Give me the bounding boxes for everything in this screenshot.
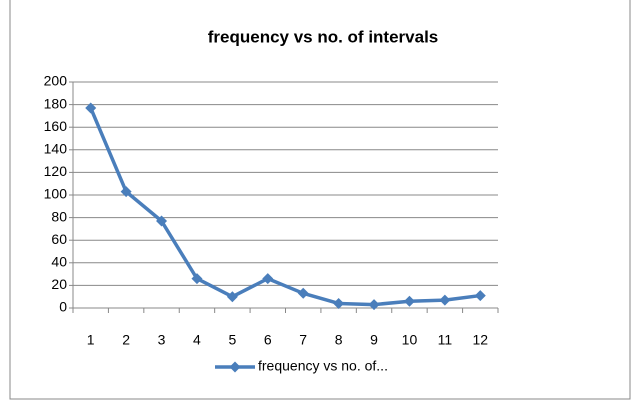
x-tick-label: 2 (122, 332, 130, 348)
y-tick-label: 120 (44, 163, 68, 179)
x-tick-label: 7 (299, 332, 307, 348)
y-tick-label: 60 (51, 231, 67, 247)
marker (403, 295, 415, 307)
y-tick-label: 0 (59, 299, 67, 315)
y-tick-label: 80 (51, 208, 67, 224)
marker (85, 102, 97, 114)
marker (226, 291, 238, 303)
legend-label: frequency vs no. of... (258, 358, 388, 374)
x-tick-label: 10 (402, 332, 418, 348)
y-tick-label: 180 (44, 95, 68, 111)
x-tick-label: 4 (193, 332, 201, 348)
y-tick-label: 40 (51, 254, 67, 270)
x-tick-label: 8 (335, 332, 343, 348)
y-tick-label: 100 (44, 186, 68, 202)
marker (262, 273, 274, 285)
x-tick-label: 9 (370, 332, 378, 348)
y-tick-label: 140 (44, 141, 68, 157)
legend-marker (229, 361, 241, 373)
x-tick-label: 12 (473, 332, 489, 348)
series-line (89, 107, 481, 307)
x-tick-label: 5 (228, 332, 236, 348)
y-tick-label: 200 (44, 73, 68, 89)
marker (297, 287, 309, 299)
marker (439, 294, 451, 306)
x-tick-label: 11 (438, 332, 453, 348)
chart-border (9, 0, 631, 400)
chart-title: frequency vs no. of intervals (208, 27, 439, 46)
marker (474, 290, 486, 302)
x-tick-label: 1 (87, 332, 95, 348)
marker (368, 299, 380, 311)
marker (191, 273, 203, 285)
x-tick-label: 6 (264, 332, 272, 348)
x-tick-label: 3 (158, 332, 166, 348)
marker (156, 215, 168, 227)
y-tick-label: 160 (44, 118, 68, 134)
marker (120, 186, 132, 198)
marker (333, 297, 345, 309)
y-tick-label: 20 (51, 276, 67, 292)
